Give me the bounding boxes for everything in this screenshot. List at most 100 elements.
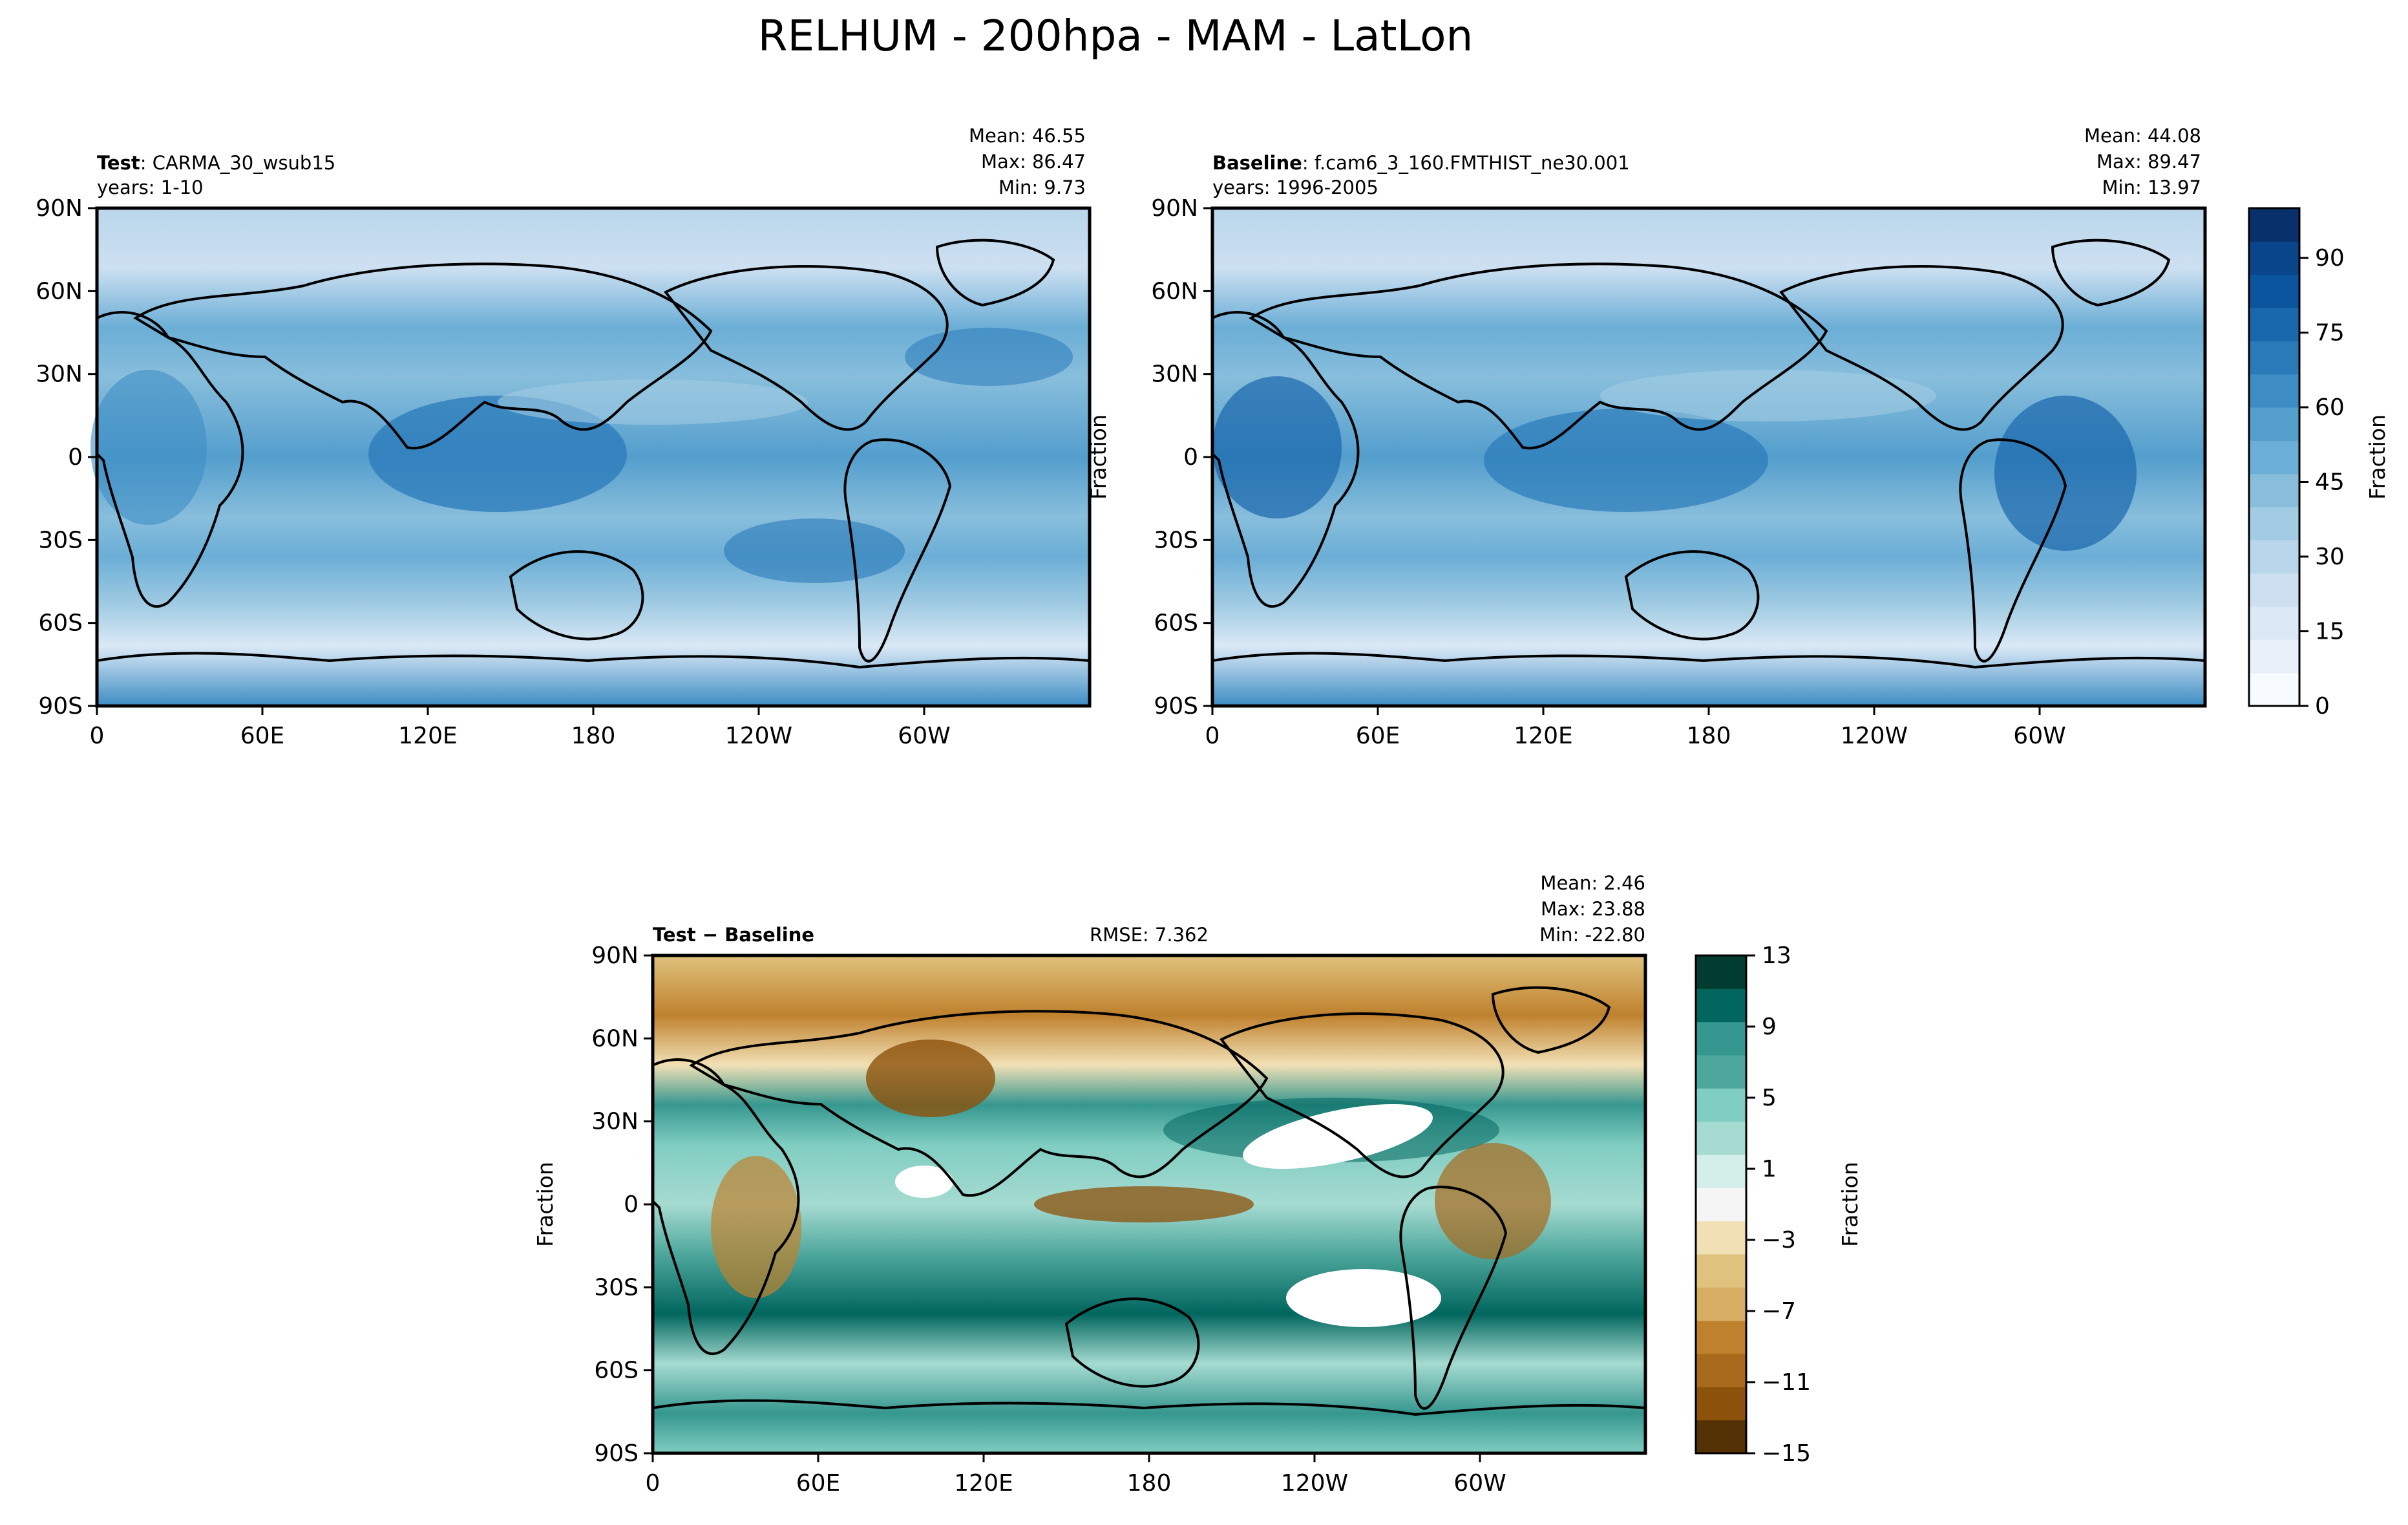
colorbar-swatch [2249, 374, 2299, 408]
lat-tick-label: 0 [68, 444, 83, 471]
colorbar-swatch [1696, 1420, 1746, 1454]
colorbar-swatch [1696, 1088, 1746, 1122]
panel-test-label-rest: : CARMA_30_wsub15 [140, 152, 336, 174]
colorbar-tick-label: 45 [2315, 469, 2345, 496]
panel-test-hotspot-indopacific [368, 396, 627, 512]
colorbar-swatch [2249, 639, 2299, 674]
panel-diff-rmse: RMSE: 7.362 [1090, 924, 1209, 946]
panel-test-label-bold: Test [97, 152, 140, 174]
lon-tick-label: 120W [1841, 723, 1908, 749]
colorbar-swatch [2249, 507, 2299, 540]
panel-baseline-label: Baseline: f.cam6_3_160.FMTHIST_ne30.001 [1212, 152, 1630, 174]
panel-baseline-label-bold: Baseline [1212, 152, 1302, 174]
lon-tick-label: 0 [1205, 723, 1220, 749]
colorbar-tick-label: 1 [1762, 1156, 1777, 1182]
lat-tick-label: 30N [1151, 361, 1198, 388]
colorbar-relhum-ticks: 0 15 30 45 60 75 90 [2299, 245, 2345, 720]
panel-test-stat-mean: Mean: 46.55 [969, 125, 1086, 147]
lat-tick-label: 60N [1151, 278, 1198, 304]
colorbar-swatch [1696, 1121, 1746, 1155]
panel-baseline: 90N 60N 30N 0 30S 60S 90S 0 60E 120E 180 120W 60W F… [1086, 125, 2207, 749]
lat-tick-label: 90N [1151, 195, 1198, 222]
panel-test-label: Test: CARMA_30_wsub15 [97, 152, 335, 174]
colorbar-relhum-label: Fraction [2365, 414, 2390, 500]
lat-tick-label: 90N [591, 943, 639, 969]
panel-baseline-stat-min: Min: 13.97 [2102, 176, 2201, 198]
colorbar-diff-ticks: 13 9 5 1 −3 −7 −11 −15 [1746, 943, 1811, 1467]
panel-baseline-stat-max: Max: 89.47 [2096, 151, 2201, 173]
lon-tick-label: 120W [725, 723, 792, 749]
colorbar-swatch [2249, 540, 2299, 574]
lat-tick-label: 30N [591, 1109, 639, 1135]
colorbar-swatch [2249, 407, 2299, 441]
panel-diff-dry-africa [711, 1156, 801, 1298]
lon-tick-label: 60E [240, 723, 285, 749]
colorbar-swatch [1696, 1155, 1746, 1188]
lat-tick-label: 60N [591, 1025, 639, 1052]
colorbar-swatch [2249, 473, 2299, 507]
colorbar-swatch [2249, 672, 2299, 707]
panel-baseline-ylabel: Fraction [1086, 414, 1111, 500]
panel-diff-white-asia [895, 1166, 953, 1198]
lat-tick-label: 30S [38, 527, 83, 553]
lon-tick-label: 120E [1514, 723, 1572, 749]
panel-test-hotspot-atlantic [905, 328, 1073, 386]
colorbar-diff: 13 9 5 1 −3 −7 −11 −15 Fraction [1695, 943, 1863, 1467]
lat-tick-label: 60N [36, 278, 83, 304]
lat-tick-label: 90S [594, 1440, 639, 1467]
lon-tick-label: 120W [1281, 1470, 1348, 1497]
colorbar-relhum-fill [2249, 208, 2299, 707]
colorbar-swatch [1696, 1254, 1746, 1288]
colorbar-swatch [2249, 274, 2299, 308]
lat-tick-label: 90S [38, 693, 83, 720]
lat-tick-label: 90S [1154, 693, 1198, 720]
lon-tick-label: 0 [90, 723, 105, 749]
lon-tick-label: 60W [898, 723, 950, 749]
panel-diff-lon-axis: 0 60E 120E 180 120W 60W [646, 1453, 1506, 1497]
lon-tick-label: 180 [1127, 1470, 1172, 1497]
figure-title: RELHUM - 200hpa - MAM - LatLon [758, 11, 1473, 61]
panel-test-lat-axis: 90N 60N 30N 0 30S 60S 90S [36, 195, 97, 720]
panel-test-stat-max: Max: 86.47 [981, 151, 1086, 173]
lon-tick-label: 120E [398, 723, 457, 749]
panel-diff-stat-min: Min: -22.80 [1539, 924, 1645, 946]
colorbar-tick-label: 9 [1762, 1014, 1777, 1040]
lat-tick-label: 30N [36, 361, 83, 388]
lat-tick-label: 30S [1154, 527, 1198, 553]
lon-tick-label: 120E [954, 1470, 1013, 1497]
lon-tick-label: 60W [1453, 1470, 1506, 1497]
panel-test-stat-min: Min: 9.73 [998, 176, 1086, 198]
panel-diff-dry-samerica [1435, 1143, 1551, 1259]
colorbar-swatch [1696, 955, 1746, 989]
panel-test-hotspot-southpacific [724, 518, 905, 583]
colorbar-relhum: 0 15 30 45 60 75 90 Fraction [2248, 207, 2390, 720]
colorbar-relhum-frame [2248, 207, 2301, 707]
lon-tick-label: 60E [796, 1470, 841, 1497]
colorbar-swatch [2249, 341, 2299, 375]
colorbar-swatch [2249, 208, 2299, 242]
panel-baseline-lat-axis: 90N 60N 30N 0 30S 60S 90S [1151, 195, 1212, 720]
panel-baseline-hotspot-indopacific [1484, 409, 1768, 512]
lon-tick-label: 180 [571, 723, 616, 749]
panel-test: 90N 60N 30N 0 30S 60S 90S 0 60E 120E 180 120W 60W T… [36, 125, 1092, 749]
colorbar-diff-label: Fraction [1837, 1162, 1863, 1247]
colorbar-tick-label: 0 [2315, 693, 2330, 720]
panel-diff-white-southpacific [1286, 1269, 1441, 1327]
panel-diff-lat-axis: 90N 60N 30N 0 30S 60S 90S [591, 943, 653, 1467]
colorbar-swatch [1696, 1354, 1746, 1387]
colorbar-swatch [2249, 606, 2299, 640]
panel-diff-ylabel: Fraction [533, 1162, 558, 1247]
colorbar-swatch [1696, 1287, 1746, 1321]
colorbar-tick-label: 90 [2315, 245, 2345, 272]
colorbar-tick-label: 13 [1762, 943, 1791, 969]
colorbar-swatch [1696, 1055, 1746, 1089]
colorbar-tick-label: 75 [2315, 320, 2345, 347]
lat-tick-label: 90N [36, 195, 83, 222]
panel-baseline-years: years: 1996-2005 [1212, 176, 1378, 198]
colorbar-diff-fill [1696, 955, 1746, 1454]
colorbar-swatch [2249, 573, 2299, 607]
colorbar-tick-label: −3 [1762, 1227, 1796, 1253]
lat-tick-label: 0 [624, 1191, 639, 1218]
panel-baseline-stat-mean: Mean: 44.08 [2084, 125, 2201, 147]
colorbar-swatch [1696, 1021, 1746, 1056]
